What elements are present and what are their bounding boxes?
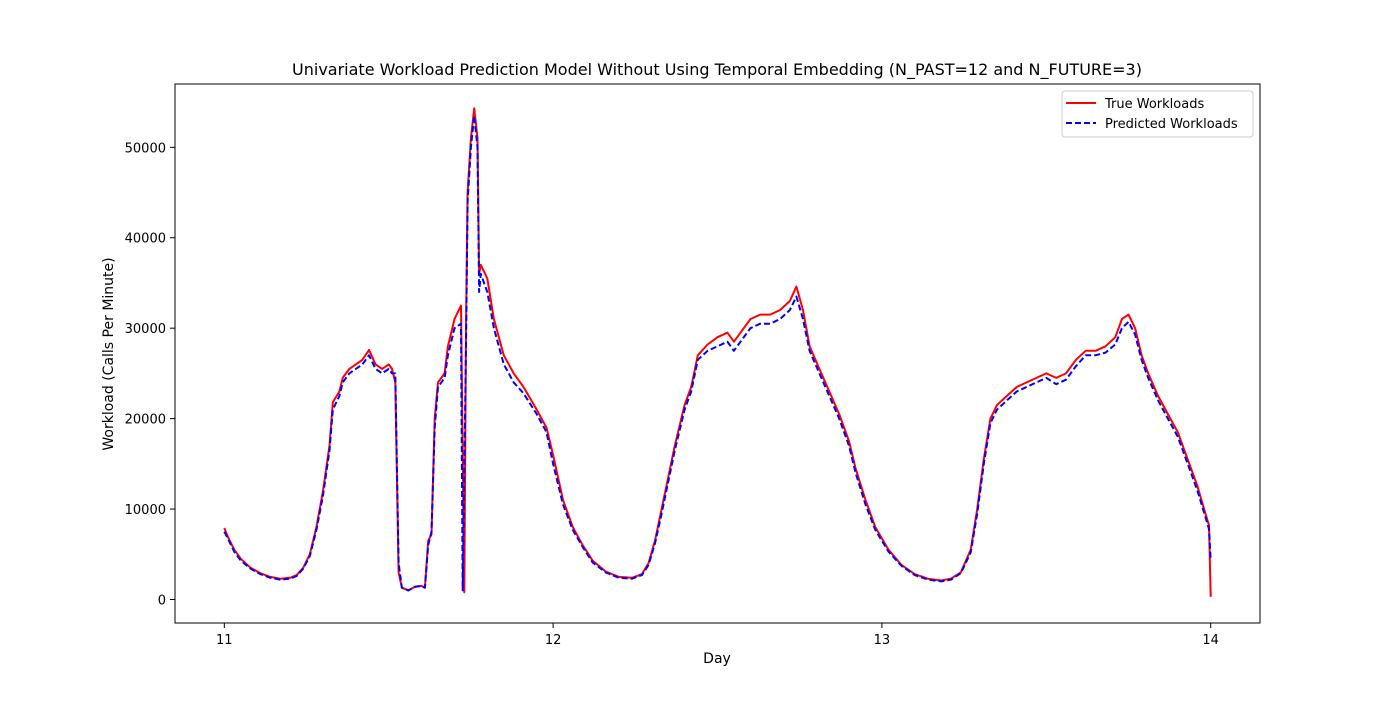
legend: True Workloads Predicted Workloads [1061,90,1254,138]
x-axis-label: Day [703,651,731,667]
legend-label-true-workloads: True Workloads [1104,97,1204,112]
series-layer [223,107,1212,597]
chart-title: Univariate Workload Prediction Model Wit… [292,60,1142,80]
x-tick-label: 11 [216,633,233,648]
plot-frame [174,83,1261,624]
x-tick-label: 12 [545,633,562,648]
x-axis: 11 12 13 14 [216,623,1219,648]
y-tick-label: 10000 [125,503,166,518]
x-tick-label: 13 [874,633,891,648]
legend-box [1061,90,1254,138]
y-tick-label: 40000 [125,232,166,247]
x-tick-label: 14 [1202,633,1219,648]
y-tick-label: 50000 [125,141,166,156]
y-axis: 0 10000 20000 30000 40000 50000 [125,141,175,608]
y-tick-label: 0 [158,593,166,608]
series-line-predicted-workloads [223,114,1212,592]
y-tick-label: 30000 [125,322,166,337]
legend-label-predicted-workloads: Predicted Workloads [1105,117,1238,132]
y-tick-label: 20000 [125,413,166,428]
y-axis-label: Workload (Calls Per Minute) [101,257,117,450]
